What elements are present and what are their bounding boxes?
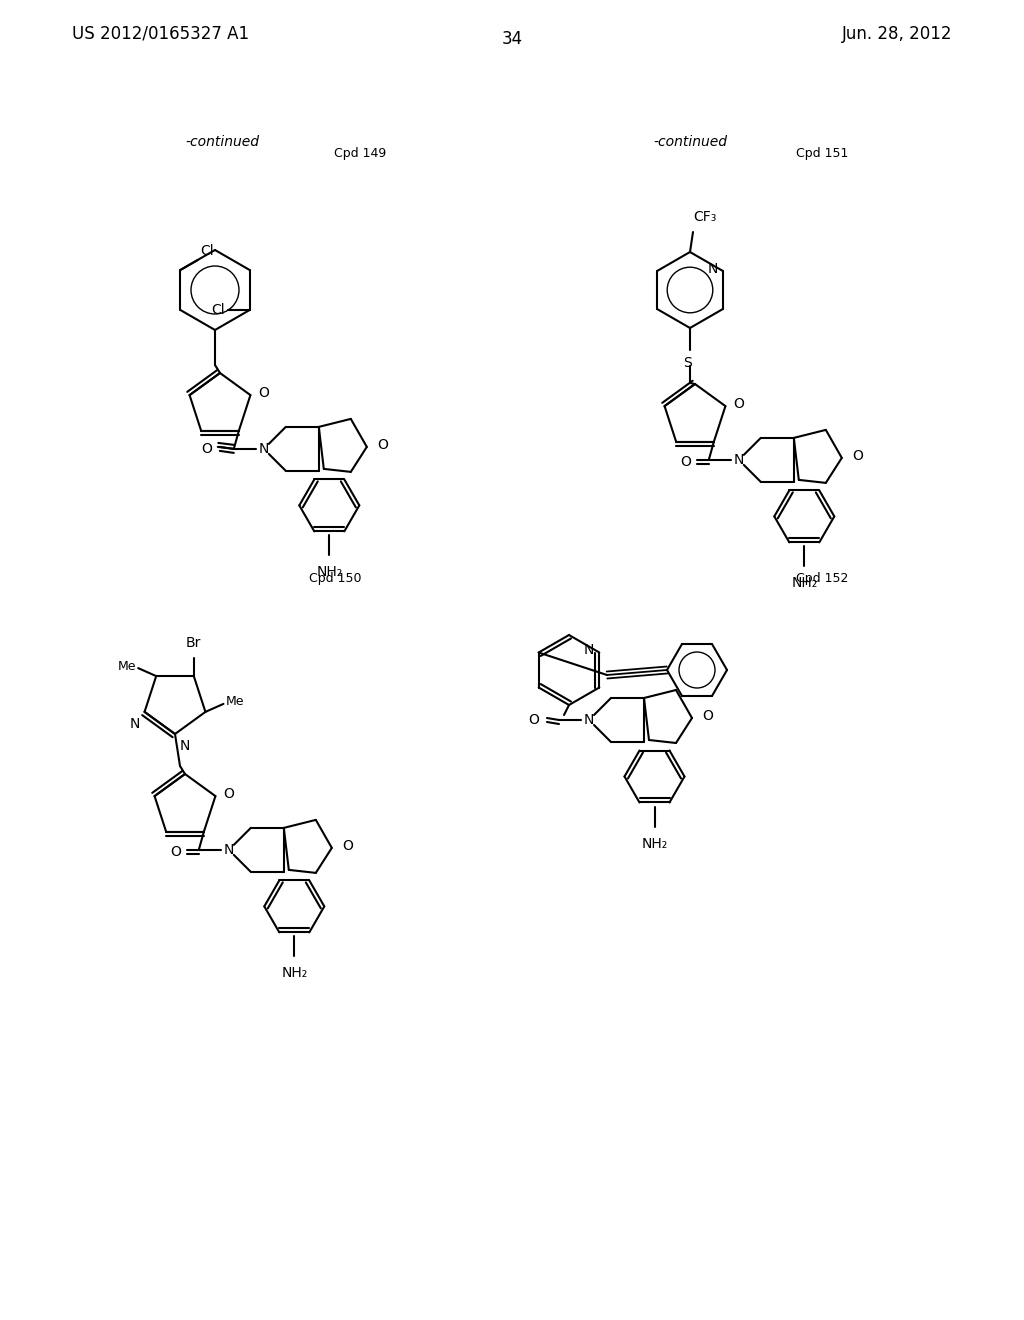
Text: O: O: [733, 397, 744, 411]
Text: Me: Me: [118, 660, 136, 673]
Text: -continued: -continued: [653, 135, 727, 149]
Text: NH₂: NH₂: [641, 837, 668, 850]
Text: Jun. 28, 2012: Jun. 28, 2012: [842, 25, 952, 44]
Text: Cpd 151: Cpd 151: [796, 147, 848, 160]
Text: Cpd 150: Cpd 150: [309, 572, 361, 585]
Text: N: N: [584, 713, 594, 727]
Text: S: S: [684, 356, 692, 370]
Text: O: O: [377, 438, 388, 451]
Text: Cpd 149: Cpd 149: [334, 147, 386, 160]
Text: N: N: [733, 453, 744, 467]
Text: N: N: [129, 717, 139, 731]
Text: 34: 34: [502, 30, 522, 48]
Text: O: O: [702, 709, 713, 723]
Text: O: O: [852, 449, 862, 463]
Text: -continued: -continued: [185, 135, 259, 149]
Text: N: N: [708, 261, 718, 276]
Text: Cpd 152: Cpd 152: [796, 572, 848, 585]
Text: Br: Br: [186, 636, 202, 651]
Text: O: O: [528, 713, 539, 727]
Text: N: N: [180, 739, 190, 752]
Text: CF₃: CF₃: [693, 210, 717, 224]
Text: O: O: [223, 787, 234, 801]
Text: Cl: Cl: [211, 304, 224, 317]
Text: N: N: [223, 843, 234, 857]
Text: O: O: [201, 442, 212, 455]
Text: O: O: [680, 455, 691, 469]
Text: N: N: [584, 644, 594, 657]
Text: Me: Me: [225, 696, 244, 709]
Text: NH₂: NH₂: [792, 577, 817, 590]
Text: Cl: Cl: [201, 244, 214, 257]
Text: NH₂: NH₂: [316, 565, 342, 579]
Text: O: O: [342, 840, 352, 853]
Text: O: O: [258, 387, 269, 400]
Text: N: N: [259, 442, 269, 455]
Text: NH₂: NH₂: [282, 966, 307, 981]
Text: O: O: [170, 845, 181, 859]
Text: US 2012/0165327 A1: US 2012/0165327 A1: [72, 25, 249, 44]
